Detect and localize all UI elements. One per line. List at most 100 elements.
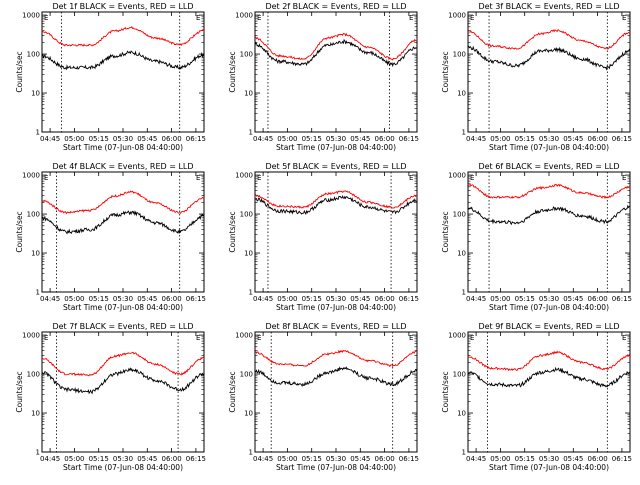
events-series-line xyxy=(254,195,418,215)
x-tick-label: 05:00 xyxy=(64,295,84,303)
y-tick-label: 100 xyxy=(240,371,253,379)
plot-frame xyxy=(254,171,418,293)
y-axis-label: Counts/sec xyxy=(441,51,450,92)
y-tick-label: 10 xyxy=(31,250,40,258)
e-marker-right: E xyxy=(196,174,200,182)
y-tick-label: 100 xyxy=(453,371,466,379)
events-series-line xyxy=(254,366,418,387)
detector-panel: Det 5f BLACK = Events, RED = LLD 1 10 100 10… xyxy=(228,162,419,312)
lld-series-line xyxy=(254,32,418,61)
x-tick-label: 06:15 xyxy=(612,135,632,143)
x-tick-label: 06:15 xyxy=(186,135,206,143)
y-tick-label: 1 xyxy=(36,129,40,137)
x-axis-label: Start Time (07-Jun-08 04:40:00) xyxy=(276,303,396,312)
e-marker-left: E xyxy=(470,334,474,342)
x-tick-label: 05:15 xyxy=(515,295,535,303)
y-tick-label: 1000 xyxy=(235,332,253,340)
x-tick-label: 05:00 xyxy=(64,455,84,463)
y-tick-label: 1 xyxy=(249,289,253,297)
y-tick-label: 1000 xyxy=(448,332,466,340)
y-tick-label: 10 xyxy=(244,90,253,98)
events-series-line xyxy=(41,210,205,235)
e-marker-right: E xyxy=(409,174,413,182)
e-marker-right: E xyxy=(409,334,413,342)
plot-frame xyxy=(41,331,205,453)
x-tick-label: 05:00 xyxy=(490,135,510,143)
x-axis-label: Start Time (07-Jun-08 04:40:00) xyxy=(63,303,183,312)
x-tick-label: 05:45 xyxy=(350,135,370,143)
x-tick-label: 05:15 xyxy=(302,295,322,303)
x-axis-label: Start Time (07-Jun-08 04:40:00) xyxy=(276,463,396,472)
e-marker-right: E xyxy=(196,334,200,342)
events-series-line xyxy=(467,45,631,71)
y-tick-label: 1000 xyxy=(235,12,253,20)
events-series-line xyxy=(254,38,418,68)
detector-panel: Det 9f BLACK = Events, RED = LLD 1 10 100 10… xyxy=(441,322,632,472)
x-axis-label: Start Time (07-Jun-08 04:40:00) xyxy=(489,143,609,152)
x-tick-label: 06:00 xyxy=(162,135,182,143)
x-tick-label: 06:15 xyxy=(186,455,206,463)
x-tick-label: 05:30 xyxy=(113,295,133,303)
lld-series-line xyxy=(41,351,205,377)
x-tick-label: 05:30 xyxy=(326,455,346,463)
x-tick-label: 05:30 xyxy=(539,455,559,463)
panel-title: Det 6f BLACK = Events, RED = LLD xyxy=(478,162,619,171)
x-tick-label: 05:00 xyxy=(277,295,297,303)
y-axis-label: Counts/sec xyxy=(228,51,237,92)
lld-series-line xyxy=(467,29,631,50)
x-tick-label: 05:45 xyxy=(137,295,157,303)
y-tick-label: 100 xyxy=(240,51,253,59)
e-marker-left: E xyxy=(257,334,261,342)
x-tick-label: 05:00 xyxy=(64,135,84,143)
y-tick-label: 100 xyxy=(240,211,253,219)
y-tick-label: 1 xyxy=(462,129,466,137)
e-marker-left: E xyxy=(257,14,261,22)
x-tick-label: 05:30 xyxy=(539,135,559,143)
y-tick-label: 100 xyxy=(453,51,466,59)
y-axis-label: Counts/sec xyxy=(15,371,24,412)
x-tick-label: 05:30 xyxy=(113,455,133,463)
e-marker-left: E xyxy=(470,174,474,182)
x-axis-label: Start Time (07-Jun-08 04:40:00) xyxy=(63,463,183,472)
detector-panel: Det 6f BLACK = Events, RED = LLD 1 10 100 10… xyxy=(441,162,632,312)
x-tick-label: 05:45 xyxy=(563,455,583,463)
x-tick-label: 06:15 xyxy=(186,295,206,303)
x-tick-label: 05:45 xyxy=(137,455,157,463)
x-tick-label: 04:45 xyxy=(40,295,60,303)
y-axis-label: Counts/sec xyxy=(228,211,237,252)
x-tick-label: 06:15 xyxy=(612,455,632,463)
y-tick-label: 10 xyxy=(31,90,40,98)
y-tick-label: 1000 xyxy=(22,172,40,180)
e-marker-left: E xyxy=(44,14,48,22)
e-marker-right: E xyxy=(622,334,626,342)
y-axis-label: Counts/sec xyxy=(441,371,450,412)
y-tick-label: 1 xyxy=(462,289,466,297)
detector-panel: Det 1f BLACK = Events, RED = LLD 1 10 100 10… xyxy=(15,2,206,152)
x-tick-label: 05:00 xyxy=(490,455,510,463)
x-axis-label: Start Time (07-Jun-08 04:40:00) xyxy=(63,143,183,152)
e-marker-left: E xyxy=(44,174,48,182)
x-tick-label: 05:30 xyxy=(326,295,346,303)
x-axis-label: Start Time (07-Jun-08 04:40:00) xyxy=(489,463,609,472)
lld-series-line xyxy=(254,190,418,209)
panel-title: Det 5f BLACK = Events, RED = LLD xyxy=(265,162,406,171)
x-tick-label: 04:45 xyxy=(253,455,273,463)
x-tick-label: 04:45 xyxy=(253,135,273,143)
x-tick-label: 04:45 xyxy=(466,295,486,303)
x-tick-label: 05:45 xyxy=(350,295,370,303)
x-tick-label: 05:00 xyxy=(490,295,510,303)
x-tick-label: 04:45 xyxy=(253,295,273,303)
y-tick-label: 10 xyxy=(457,250,466,258)
y-tick-label: 1 xyxy=(36,449,40,457)
x-tick-label: 06:00 xyxy=(162,455,182,463)
plot-frame xyxy=(467,171,631,293)
x-tick-label: 06:00 xyxy=(588,295,608,303)
detector-panel: Det 8f BLACK = Events, RED = LLD 1 10 100 10… xyxy=(228,322,419,472)
detector-panel: Det 2f BLACK = Events, RED = LLD 1 10 100 10… xyxy=(228,2,419,152)
lld-series-line xyxy=(254,349,418,368)
lld-series-line xyxy=(467,350,631,372)
x-tick-label: 05:15 xyxy=(302,455,322,463)
y-tick-label: 10 xyxy=(31,410,40,418)
e-marker-right: E xyxy=(622,14,626,22)
